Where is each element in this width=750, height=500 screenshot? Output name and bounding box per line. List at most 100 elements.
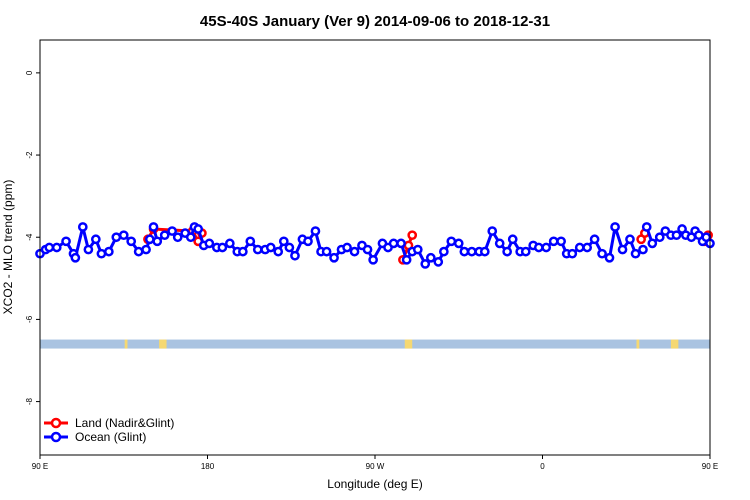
data-point <box>533 242 544 253</box>
data-point <box>368 254 378 265</box>
data-point <box>502 246 512 257</box>
data-point <box>185 232 196 243</box>
x-axis-label: Longitude (deg E) <box>327 477 422 491</box>
data-point <box>193 224 204 234</box>
data-point <box>604 252 615 263</box>
data-point <box>589 234 600 245</box>
data-point <box>238 246 248 257</box>
data-point <box>459 246 470 257</box>
y-tick-label: -6 <box>25 315 34 323</box>
land-patch <box>159 339 167 349</box>
data-point <box>425 252 436 263</box>
y-tick-label: -2 <box>25 151 34 159</box>
data-point <box>90 234 101 245</box>
data-point <box>144 234 155 245</box>
data-point <box>278 236 289 247</box>
data-point <box>167 226 177 236</box>
data-point <box>342 242 352 253</box>
land-patch <box>670 339 679 349</box>
series-ocean <box>35 222 715 269</box>
data-point <box>638 244 648 255</box>
data-point <box>446 236 457 247</box>
data-point <box>556 236 566 247</box>
data-point <box>617 244 628 255</box>
data-point <box>118 230 129 241</box>
y-tick-label: -4 <box>25 233 34 241</box>
data-point <box>133 246 144 257</box>
data-point <box>466 246 477 257</box>
data-point <box>567 248 578 259</box>
legend-marker <box>50 417 62 429</box>
data-point <box>654 232 665 243</box>
data-point <box>412 244 423 255</box>
y-axis-label: XCO2 - MLO trend (ppm) <box>1 180 15 315</box>
data-point <box>152 236 163 247</box>
x-tick-label: 90 E <box>702 462 718 471</box>
data-point <box>265 242 276 253</box>
data-point <box>671 230 682 241</box>
data-point <box>159 230 170 241</box>
data-point <box>362 244 373 255</box>
land-patch <box>404 339 413 349</box>
y-axis: 0 -2 -4 -6 -8 <box>25 70 40 405</box>
data-point <box>641 222 652 232</box>
land-patch <box>124 339 128 349</box>
data-point <box>310 226 321 236</box>
data-point <box>96 248 107 259</box>
data-point <box>61 236 71 247</box>
data-point <box>388 238 399 249</box>
data-point <box>453 238 464 249</box>
data-point <box>77 222 88 232</box>
data-point <box>494 238 505 249</box>
data-point <box>396 238 406 249</box>
data-point <box>104 246 114 257</box>
data-point <box>401 254 412 265</box>
ocean-strip <box>40 339 710 349</box>
data-point <box>479 246 490 257</box>
data-point <box>204 238 215 249</box>
land-ocean-mask <box>40 339 710 349</box>
data-point <box>420 259 431 269</box>
data-point <box>172 232 183 243</box>
legend-marker <box>50 431 62 443</box>
data-point <box>647 238 658 249</box>
data-point <box>44 242 55 253</box>
x-tick-label: 0 <box>540 462 545 471</box>
series-layer <box>35 222 715 269</box>
data-point <box>582 242 593 253</box>
data-point <box>597 248 607 259</box>
data-point <box>541 242 552 253</box>
data-point <box>439 246 449 257</box>
data-point <box>111 232 122 243</box>
data-point <box>349 246 360 257</box>
data-point <box>245 236 256 247</box>
data-point <box>548 236 559 247</box>
y-tick-label: -8 <box>25 397 34 405</box>
data-point <box>290 250 300 261</box>
data-point <box>321 246 332 257</box>
data-point <box>507 234 518 245</box>
data-point <box>520 246 531 257</box>
data-point <box>487 226 498 236</box>
data-point <box>224 238 235 249</box>
data-point <box>148 222 159 232</box>
legend: Land (Nadir&Glint)Ocean (Glint) <box>44 416 174 444</box>
data-point <box>625 234 635 245</box>
data-point <box>610 222 620 232</box>
data-point <box>51 242 62 253</box>
data-point <box>70 252 81 263</box>
data-point <box>217 242 228 253</box>
data-point <box>252 244 263 255</box>
data-point <box>141 244 151 255</box>
data-point <box>273 246 284 257</box>
y-tick-label: 0 <box>25 70 34 75</box>
data-point <box>574 242 585 253</box>
chart-title: 45S-40S January (Ver 9) 2014-09-06 to 20… <box>200 13 550 30</box>
data-point <box>630 248 641 259</box>
data-point <box>407 230 418 241</box>
data-point <box>303 236 313 247</box>
data-point <box>284 242 295 253</box>
x-tick-label: 90 W <box>366 462 385 471</box>
data-point <box>83 244 94 255</box>
